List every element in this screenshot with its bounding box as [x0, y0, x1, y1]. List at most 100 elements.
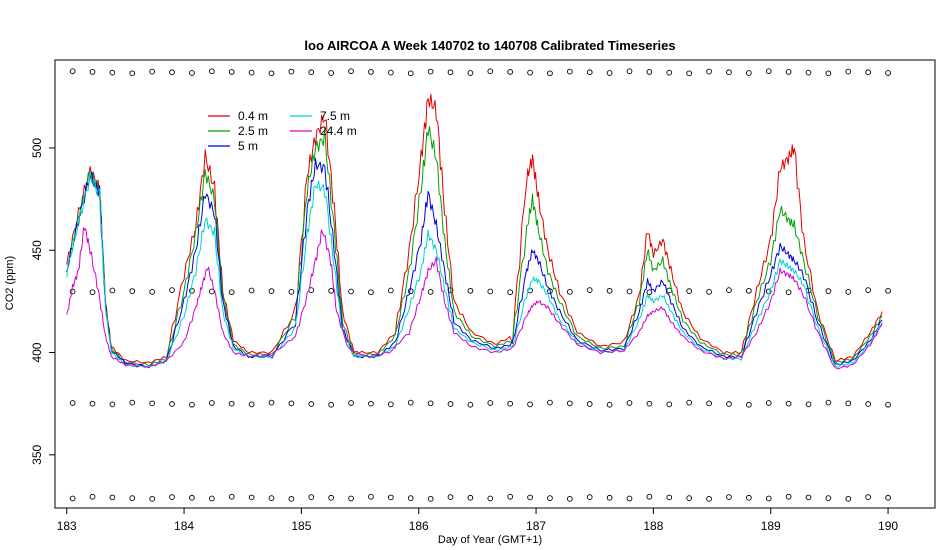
- y-axis: 350 400 450 500: [30, 138, 55, 465]
- series-line: [66, 170, 883, 369]
- data-point: [765, 288, 772, 295]
- legend-label: 0.4 m: [238, 109, 268, 123]
- data-point: [507, 69, 514, 75]
- legend-entry: 7.5 m: [290, 109, 350, 123]
- data-point: [865, 494, 872, 500]
- data-point: [686, 288, 693, 295]
- data-point: [288, 289, 295, 295]
- plot-area: [66, 68, 891, 502]
- data-point: [745, 70, 752, 76]
- data-point: [328, 401, 335, 408]
- x-tick-label: 183: [57, 519, 77, 533]
- legend-label: 7.5 m: [320, 109, 350, 123]
- data-point: [308, 494, 315, 500]
- data-point: [89, 493, 96, 500]
- data-point: [785, 493, 792, 500]
- data-point: [89, 289, 96, 296]
- data-point: [646, 69, 653, 75]
- data-point: [785, 289, 792, 296]
- data-point: [726, 494, 732, 500]
- data-point: [169, 401, 175, 407]
- data-point: [69, 495, 76, 502]
- data-point: [547, 495, 553, 501]
- data-point: [407, 399, 414, 406]
- data-point: [268, 495, 275, 501]
- x-tick-label: 190: [878, 519, 898, 533]
- y-tick-label: 500: [30, 138, 44, 158]
- data-point: [109, 287, 116, 294]
- x-tick-label: 185: [291, 519, 311, 533]
- data-point: [885, 494, 891, 501]
- legend-entry: 24.4 m: [290, 124, 357, 138]
- data-point: [765, 68, 772, 75]
- data-point: [427, 289, 434, 295]
- data-point: [69, 400, 76, 406]
- data-point: [248, 287, 255, 294]
- data-point: [606, 494, 613, 501]
- series-layer: [66, 93, 883, 370]
- data-point: [487, 68, 494, 75]
- data-point: [686, 399, 693, 406]
- data-point: [69, 288, 76, 295]
- data-point: [368, 493, 374, 500]
- x-tick-label: 186: [409, 519, 429, 533]
- data-point: [606, 287, 613, 294]
- data-point: [268, 70, 275, 77]
- data-point: [825, 70, 832, 77]
- data-point: [467, 401, 474, 408]
- data-point: [765, 400, 772, 406]
- data-point: [268, 288, 275, 295]
- data-point: [228, 493, 235, 500]
- data-point: [487, 288, 494, 295]
- data-point: [368, 69, 374, 75]
- data-point: [726, 287, 732, 293]
- data-point: [169, 494, 175, 500]
- data-point: [487, 495, 494, 502]
- marker-layer: [69, 68, 891, 502]
- data-point: [189, 70, 195, 76]
- data-point: [845, 68, 852, 75]
- y-tick-label: 450: [30, 240, 44, 260]
- data-point: [288, 68, 295, 75]
- data-point: [885, 401, 891, 408]
- data-point: [745, 401, 752, 408]
- data-point: [626, 288, 633, 295]
- data-point: [109, 494, 116, 501]
- x-tick-label: 187: [526, 519, 546, 533]
- data-point: [268, 399, 275, 406]
- data-point: [248, 494, 255, 501]
- data-point: [129, 495, 136, 501]
- data-point: [348, 495, 354, 502]
- data-point: [646, 493, 653, 500]
- data-point: [825, 495, 832, 501]
- y-tick-label: 350: [30, 444, 44, 464]
- data-point: [169, 69, 175, 76]
- data-point: [566, 289, 573, 295]
- data-point: [387, 287, 394, 294]
- data-point: [566, 68, 573, 75]
- data-point: [308, 69, 315, 76]
- data-point: [228, 289, 235, 296]
- data-point: [467, 494, 474, 501]
- data-point: [845, 400, 852, 407]
- data-point: [208, 400, 215, 406]
- data-point: [606, 401, 613, 408]
- data-point: [885, 287, 891, 294]
- data-point: [467, 287, 474, 294]
- data-point: [328, 70, 335, 76]
- data-point: [646, 289, 653, 296]
- data-point: [586, 69, 593, 76]
- data-point: [586, 494, 593, 500]
- data-point: [328, 494, 335, 501]
- data-point: [825, 399, 832, 406]
- data-point: [348, 400, 354, 406]
- data-point: [189, 287, 195, 294]
- data-point: [427, 68, 434, 75]
- x-axis-title: Day of Year (GMT+1): [438, 534, 542, 546]
- data-point: [407, 495, 414, 501]
- data-point: [706, 495, 712, 502]
- x-axis: 183 184 185 186 187 188 189 190: [57, 508, 898, 533]
- legend-label: 24.4 m: [320, 124, 357, 138]
- data-point: [189, 401, 195, 408]
- series-line: [66, 158, 883, 368]
